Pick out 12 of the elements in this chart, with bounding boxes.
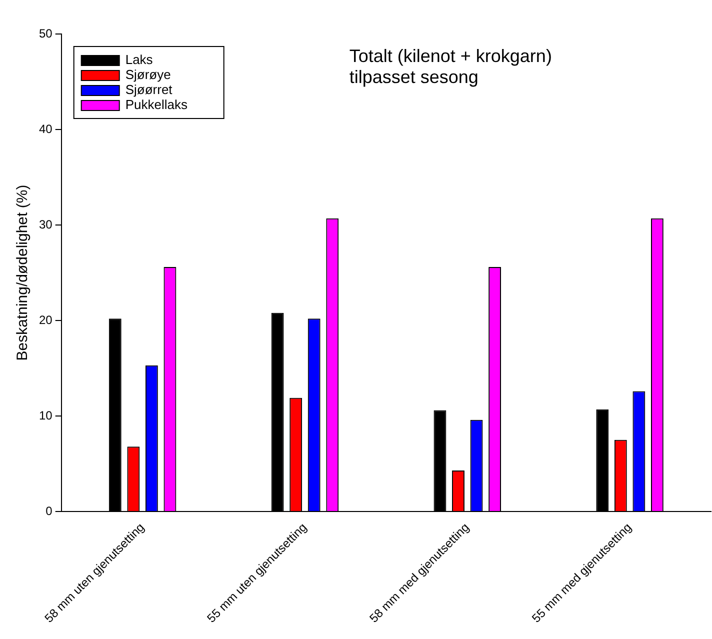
legend-label: Sjøørret: [125, 82, 173, 98]
y-axis-title: Beskatning/dødelighet (%): [14, 184, 32, 361]
y-tick-label: 0: [46, 504, 53, 518]
legend-label: Sjørøye: [125, 67, 171, 82]
legend-label: Pukkellaks: [125, 97, 188, 112]
y-tick-label: 10: [38, 408, 53, 422]
y-tick-label: 20: [38, 312, 53, 327]
y-tick-label: 50: [38, 26, 53, 40]
y-tick-label: 40: [38, 122, 53, 136]
y-tick-label: 30: [38, 217, 53, 232]
legend-label: Laks: [125, 52, 154, 68]
text: Totalt (kilenot + krokgarn) tilpasset sesong: [349, 46, 552, 87]
